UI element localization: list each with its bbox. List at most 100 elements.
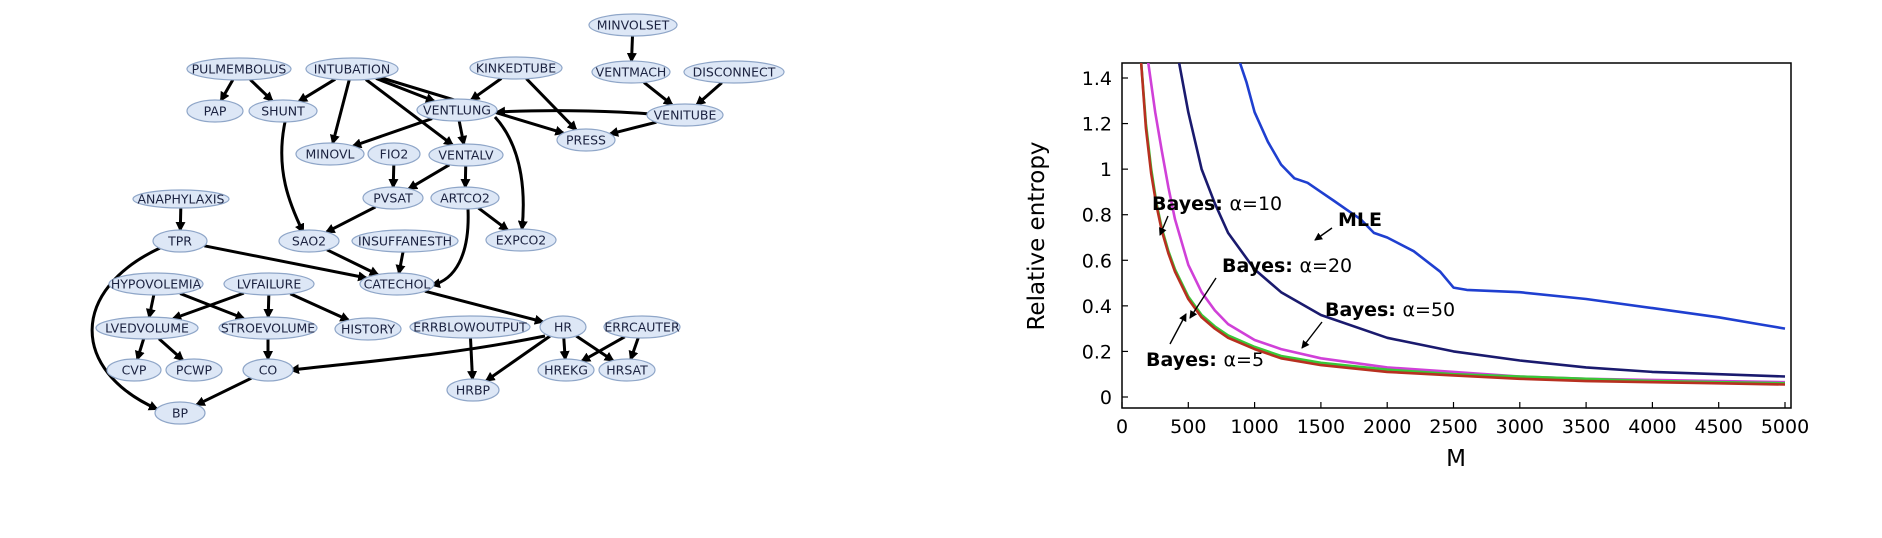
y-tick-label: 1.2 [1082,114,1112,136]
node-label: HREKG [544,363,588,378]
node-label: LVFAILURE [237,277,302,292]
node-hypovolemia: HYPOVOLEMIA [108,272,204,296]
node-ellipse [106,358,162,382]
node-label: PRESS [566,133,606,148]
series-line-2 [1146,63,1786,384]
edge-ventalv-to-pvsat [407,163,451,190]
x-tick-label: 500 [1170,416,1206,438]
node-hrekg: HREKG [537,358,595,382]
node-hrsat: HRSAT [598,358,656,382]
node-ellipse [108,272,204,296]
node-ellipse [186,99,244,123]
node-errcauter: ERRCAUTER [603,315,681,339]
node-ellipse [186,57,292,81]
node-label: VENTMACH [596,65,667,80]
edge-intubation-to-ventlung [375,77,436,103]
node-ellipse [152,229,208,253]
edge-anaphylaxis-to-tpr [175,207,186,232]
node-ellipse [598,358,656,382]
x-tick-label: 2500 [1429,416,1477,438]
annotation-prefix: Bayes: [1325,299,1403,321]
node-ellipse [537,358,595,382]
node-pcwp: PCWP [165,358,223,382]
node-pulmembolus: PULMEMBOLUS [186,57,292,81]
node-ellipse [588,13,678,37]
node-ellipse [359,272,435,296]
y-tick-label: 0.4 [1082,296,1112,318]
y-tick-label: 1 [1100,159,1112,181]
x-tick-label: 1000 [1230,416,1278,438]
edge-intubation-to-ventalv [364,78,454,147]
y-tick-label: 1.4 [1082,68,1112,90]
edge-ventlung-to-minovl [351,117,433,149]
node-label: PULMEMBOLUS [192,62,287,77]
edge-fio2-to-pvsat [388,164,399,189]
node-shunt: SHUNT [248,99,318,123]
node-press: PRESS [556,128,616,152]
node-label: HR [554,320,572,335]
edge-hr-to-co [289,334,546,375]
node-minvolset: MINVOLSET [588,13,678,37]
edge-errblowoutput-to-hrbp [467,337,478,381]
node-hrbp: HRBP [446,378,500,402]
series-annotation-3: Bayes: α=50 [1325,299,1455,321]
node-label: SHUNT [261,104,305,119]
edge-venitube-to-press [608,120,657,137]
annotation-prefix: Bayes: [1146,349,1224,371]
x-tick-label: 4500 [1695,416,1743,438]
node-label: TPR [167,234,192,249]
annotation-prefix: Bayes: [1152,193,1230,215]
node-label: HRBP [456,383,491,398]
edge-shunt-to-sao2 [280,121,305,234]
node-label: INSUFFANESTH [358,234,452,249]
axis-ticks: 0 500 1000 1500 2000 2500 3000 3500 4000 4500 5000… [1082,68,1809,438]
y-tick-label: 0 [1100,387,1112,409]
node-label: DISCONNECT [693,65,776,80]
node-label: KINKEDTUBE [476,61,556,76]
node-label: INTUBATION [314,62,391,77]
x-tick-label: 4000 [1628,416,1676,438]
node-label: EXPCO2 [496,233,547,248]
alarm-bayesian-network: MINVOLSET PULMEMBOLUS INTUBATION KINKEDTUBE… [90,13,785,425]
node-ellipse [95,316,199,340]
node-label: STROEVOLUME [221,321,315,336]
edge-errcauter-to-hrekg [580,335,626,363]
edge-intubation-to-minovl [329,79,351,145]
node-label: FIO2 [380,147,409,162]
node-sao2: SAO2 [278,229,340,253]
node-ellipse [248,99,318,123]
node-tpr: TPR [152,229,208,253]
node-ellipse [430,186,500,210]
node-ellipse [351,229,459,253]
edge-lvedvolume-to-pcwp [157,337,185,362]
node-label: MINOVL [306,147,355,162]
edge-hr-to-hrbp [484,334,551,382]
node-label: VENTLUNG [423,103,491,118]
edge-hr-to-hrekg [559,337,570,361]
edge-venitube-to-ventlung [495,106,651,117]
edge-tpr-to-catechol [204,244,369,282]
node-label: PCWP [176,363,213,378]
series-annotation-4: Bayes: α=5 [1146,349,1264,371]
node-disconnect: DISCONNECT [683,60,785,84]
node-ellipse [278,229,340,253]
edge-insuffanesth-to-catechol [395,251,406,275]
node-ellipse [556,128,616,152]
y-tick-label: 0.8 [1082,205,1112,227]
x-tick-label: 3500 [1562,416,1610,438]
edge-artco2-to-expco2 [477,206,510,232]
node-co: CO [242,358,294,382]
annotation-label: α=10 [1230,193,1283,215]
edge-lvedvolume-to-cvp [134,338,146,362]
node-label: ARTCO2 [440,191,490,206]
node-lvedvolume: LVEDVOLUME [95,316,199,340]
node-ellipse [485,228,557,252]
node-errblowoutput: ERRBLOWOUTPUT [409,315,531,339]
node-label: MINVOLSET [597,18,670,33]
x-tick-label: 3000 [1496,416,1544,438]
node-ventmach: VENTMACH [591,60,671,84]
edge-errcauter-to-hrsat [628,337,640,361]
y-axis-title: Relative entropy [1024,141,1050,330]
y-tick-label: 0.6 [1082,250,1112,272]
y-tick-label: 0.2 [1082,341,1112,363]
